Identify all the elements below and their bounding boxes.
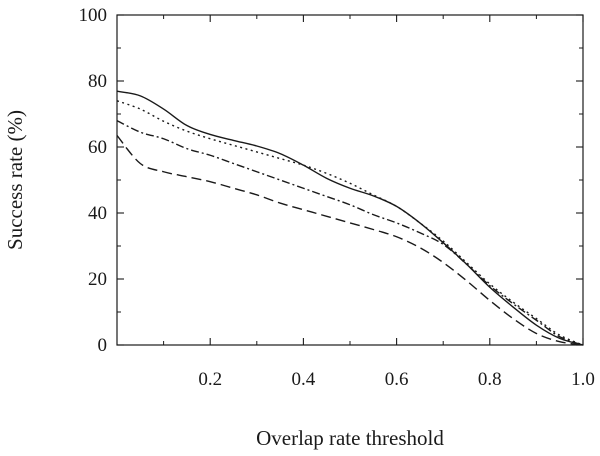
series-layer [116,90,584,346]
y-tick-label: 20 [88,269,107,290]
x-tick-label: 0.4 [292,369,316,390]
y-axis-title: Success rate (%) [3,110,27,250]
x-axis-title: Overlap rate threshold [256,426,444,450]
series-line-solid [116,90,584,346]
plot-border [116,14,584,346]
y-tick-label: 60 [88,137,107,158]
y-tick-label: 0 [98,335,108,356]
y-tick-label: 80 [88,71,107,92]
x-tick-label: 1.0 [571,369,595,390]
plot-frame [116,14,584,346]
series-line-dashed [116,135,584,346]
x-tick-label: 0.2 [198,369,222,390]
series-line-dotted [116,100,584,346]
x-axis-ticks: 0.2 0.4 0.6 0.8 1.0 [163,15,595,390]
series-line-dashdot [116,119,584,346]
x-tick-label: 0.8 [478,369,502,390]
y-axis-ticks: 0 20 40 60 80 100 [79,5,583,356]
y-tick-label: 100 [79,5,108,26]
y-tick-label: 40 [88,203,107,224]
x-tick-label: 0.6 [385,369,409,390]
